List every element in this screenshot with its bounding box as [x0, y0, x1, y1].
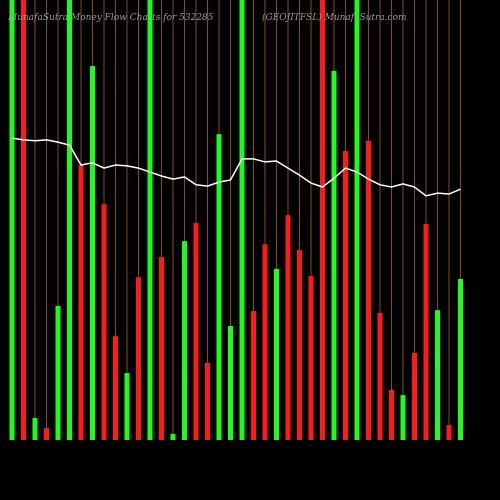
bar [343, 150, 348, 441]
bar [159, 256, 164, 440]
bar [377, 312, 383, 440]
bar [228, 326, 233, 440]
bar [216, 134, 222, 440]
bar [308, 275, 314, 440]
bar [55, 305, 61, 440]
bar [90, 66, 95, 440]
bar [412, 352, 417, 440]
bar [389, 389, 394, 440]
bar [124, 373, 130, 440]
bar [435, 310, 440, 440]
bar [274, 268, 279, 440]
chart-title: (GEOJITFSL) MunafaSutra.com [262, 12, 407, 23]
bar [354, 0, 360, 440]
bar [400, 395, 406, 440]
bar [101, 204, 107, 440]
bar [285, 215, 291, 440]
bar [21, 0, 26, 440]
bar [297, 249, 302, 440]
bar [423, 223, 429, 440]
bar [136, 277, 141, 440]
bar [239, 0, 245, 440]
bar [182, 241, 187, 440]
bar [32, 418, 38, 440]
bar [113, 336, 118, 440]
chart-title: MunafaSutra Money Flow Charts for 532285 [7, 13, 214, 23]
bar [331, 70, 337, 440]
bar [205, 363, 210, 440]
bar [193, 223, 199, 440]
bar [147, 0, 153, 440]
money-flow-line [11, 137, 461, 197]
bar [78, 165, 84, 440]
bar [262, 244, 268, 440]
bar [251, 311, 256, 440]
bar [9, 0, 15, 440]
bar [44, 428, 49, 440]
bar [170, 433, 176, 440]
bar [366, 140, 371, 441]
bar [320, 0, 325, 440]
plot [9, 0, 463, 441]
bar [458, 278, 463, 440]
bar [67, 0, 72, 440]
bar [446, 425, 452, 440]
